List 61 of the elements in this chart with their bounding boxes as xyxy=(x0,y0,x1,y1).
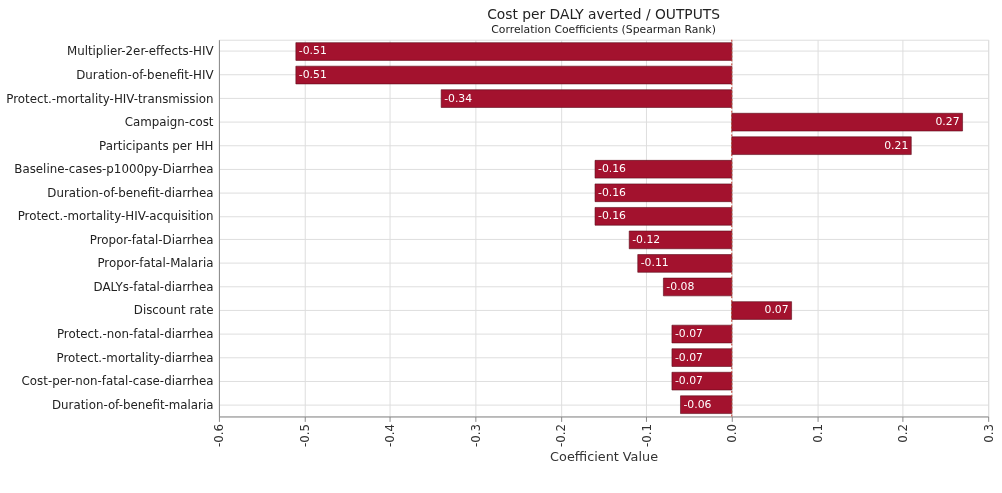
y-tick-label: Propor-fatal-Malaria xyxy=(97,256,214,271)
bar xyxy=(594,160,733,179)
x-tick-label: -0.1 xyxy=(639,423,654,447)
bar xyxy=(731,136,912,155)
bar xyxy=(663,277,733,297)
data-label: 0.21 xyxy=(884,138,909,152)
y-tick-label: Cost-per-non-fatal-case-diarrhea xyxy=(21,374,214,389)
bar xyxy=(295,65,733,85)
x-axis-title: Coefficient Value xyxy=(550,448,659,464)
y-tick-label: Protect.-mortality-diarrhea xyxy=(56,350,214,365)
bar xyxy=(594,183,733,202)
data-label: -0.08 xyxy=(666,279,695,293)
y-tick-label: Duration-of-benefit-diarrhea xyxy=(47,185,214,200)
y-tick-label: Multiplier-2er-effects-HIV xyxy=(66,44,214,59)
y-tick-label: Protect.-non-fatal-diarrhea xyxy=(56,327,214,342)
data-label: -0.51 xyxy=(298,44,327,58)
data-label: -0.07 xyxy=(674,374,703,388)
chart-title: Cost per DALY averted / OUTPUTS xyxy=(487,5,720,22)
y-tick-label: Baseline-cases-p1000py-Diarrhea xyxy=(14,162,214,177)
data-label: -0.16 xyxy=(597,185,627,199)
bar xyxy=(731,301,792,320)
data-label: 0.07 xyxy=(764,303,789,317)
x-tick-label: -0.3 xyxy=(468,423,483,447)
x-tick-label: -0.6 xyxy=(212,423,227,447)
y-tick-label: DALYs-fatal-diarrhea xyxy=(93,279,214,294)
bar xyxy=(594,207,733,226)
y-tick-label: Protect.-mortality-HIV-acquisition xyxy=(17,209,214,224)
data-label: -0.11 xyxy=(640,256,669,270)
data-label: -0.06 xyxy=(683,397,712,411)
y-tick-label: Propor-fatal-Diarrhea xyxy=(89,232,214,247)
y-tick-label: Duration-of-benefit-malaria xyxy=(52,397,214,412)
bar xyxy=(440,89,733,108)
data-label: -0.07 xyxy=(674,350,703,364)
data-label: -0.12 xyxy=(632,232,661,246)
x-tick-label: -0.4 xyxy=(383,423,398,447)
y-tick-label: Campaign-cost xyxy=(124,115,214,130)
bar xyxy=(671,348,733,367)
bar xyxy=(637,254,733,273)
x-tick-label: 0.2 xyxy=(896,423,911,443)
data-label: -0.16 xyxy=(597,209,627,223)
bar xyxy=(628,230,733,250)
data-label: -0.34 xyxy=(444,91,473,105)
bar xyxy=(731,112,963,132)
data-label: -0.07 xyxy=(674,327,703,341)
y-tick-label: Participants per HH xyxy=(99,138,214,153)
chart-subtitle: Correlation Coefficients (Spearman Rank) xyxy=(491,23,716,37)
bar xyxy=(295,42,733,61)
x-tick-label: -0.5 xyxy=(297,423,312,447)
y-tick-label: Protect.-mortality-HIV-transmission xyxy=(6,91,214,106)
y-tick-label: Discount rate xyxy=(133,303,214,318)
data-label: -0.51 xyxy=(298,68,327,82)
data-label: 0.27 xyxy=(935,115,960,129)
bar xyxy=(671,371,733,391)
y-tick-label: Duration-of-benefit-HIV xyxy=(76,68,214,82)
bar xyxy=(680,395,733,414)
x-tick-label: -0.2 xyxy=(554,423,569,447)
data-label: -0.16 xyxy=(597,162,627,176)
x-tick-label: 0.0 xyxy=(725,423,740,443)
bar xyxy=(671,324,733,344)
x-tick-label: 0.3 xyxy=(981,423,996,443)
x-tick-label: 0.1 xyxy=(810,423,825,443)
